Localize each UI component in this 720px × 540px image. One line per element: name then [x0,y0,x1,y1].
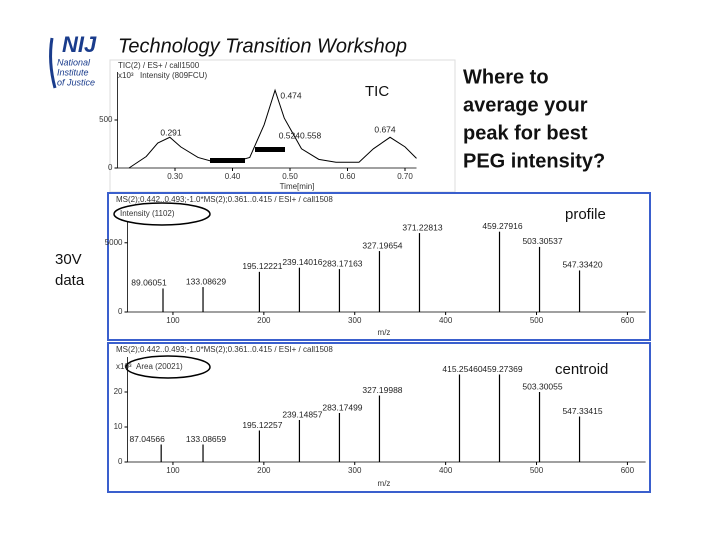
peak-label: 133.08659 [186,434,226,444]
peak-label: 371.22813 [402,222,442,232]
panel-header: MS(2);0.442..0.493;-1.0*MS(2);0.361..0.4… [116,345,333,354]
highlight-ellipse [113,202,211,226]
question-line: peak for best [463,122,588,144]
x-tick-label: 300 [348,316,362,325]
average-window [255,147,285,152]
tic-panel [109,59,456,193]
x-tick-label: 500 [530,316,544,325]
peak-label: 503.30537 [522,236,562,246]
y-tick-label: 10 [114,422,123,431]
question-line: PEG intensity? [463,150,605,172]
x-axis-label: Time[min] [280,182,315,191]
y-tick-label: 0 [118,307,123,316]
panel-header: MS(2);0.442..0.493;-1.0*MS(2);0.361..0.4… [116,195,333,204]
logo-arc [49,37,57,89]
logo-line: Institute [57,67,89,77]
peak-label: 547.33415 [562,406,602,416]
peak-label: 133.08629 [186,276,226,286]
panel-label: centroid [555,361,608,378]
peak-label: 239.14016 [282,257,322,267]
x-tick-label: 0.50 [282,172,298,181]
peak-label: 0.674 [374,124,396,134]
peak-label: 327.19988 [362,385,402,395]
x-tick-label: 200 [257,466,271,475]
x-axis-label: m/z [378,328,391,337]
peak-label: 459.27369 [482,364,522,374]
x-axis-label: m/z [378,479,391,488]
x-tick-label: 0.30 [167,172,183,181]
x-tick-label: 600 [621,466,635,475]
peak-label: 195.12221 [242,261,282,271]
peak-label: 195.12257 [242,420,282,430]
panel-header: Area (20021) [136,362,183,371]
x-tick-label: 100 [166,316,180,325]
side-label: data [55,272,85,289]
peak-label: 283.17163 [322,258,362,268]
panel-header: x10³ [118,71,134,80]
x-tick-label: 0.40 [225,172,241,181]
x-tick-label: 400 [439,466,453,475]
x-tick-label: 100 [166,466,180,475]
x-tick-label: 0.70 [397,172,413,181]
logo-mark: NIJ [62,32,97,57]
side-label: 30V [55,251,82,268]
peak-label: 415.25460 [442,364,482,374]
peak-label: 459.27916 [482,221,522,231]
peak-label: 547.33420 [562,260,602,270]
x-tick-label: 300 [348,466,362,475]
question-line: Where to [463,66,549,88]
y-tick-label: 0 [118,457,123,466]
logo-line: of Justice [57,77,95,87]
peak-label: 239.14857 [282,409,322,419]
panel-header: TIC(2) / ES+ / call1500 [118,61,200,70]
panel-label: TIC [365,83,389,100]
y-tick-label: 0 [108,163,113,172]
peak-label: 0.291 [160,127,182,137]
question-line: average your [463,94,588,116]
tic-trace [128,88,417,169]
peak-label: 503.30055 [522,381,562,391]
panel-header: x10³ [116,362,132,371]
x-tick-label: 600 [621,316,635,325]
x-tick-label: 200 [257,316,271,325]
peak-label: 283.17499 [322,402,362,412]
y-tick-label: 5000 [105,238,123,247]
y-tick-label: 500 [99,115,113,124]
panel-label: profile [565,206,606,223]
x-tick-label: 400 [439,316,453,325]
peak-label: 0.5240.558 [279,130,322,140]
peak-label: 87.04566 [129,434,165,444]
logo-line: National [57,57,91,67]
peak-label: 89.06051 [131,278,167,288]
peak-label: 327.19654 [362,240,402,250]
slide-title: Technology Transition Workshop [118,35,407,57]
highlight-ellipse [125,355,211,379]
panel-header: Intensity (1102) [120,209,175,218]
average-window [210,158,245,163]
panel-header: Intensity (809FCU) [140,71,207,80]
y-tick-label: 20 [114,387,123,396]
peak-label: 0.474 [280,90,302,100]
x-tick-label: 0.60 [340,172,356,181]
x-tick-label: 500 [530,466,544,475]
